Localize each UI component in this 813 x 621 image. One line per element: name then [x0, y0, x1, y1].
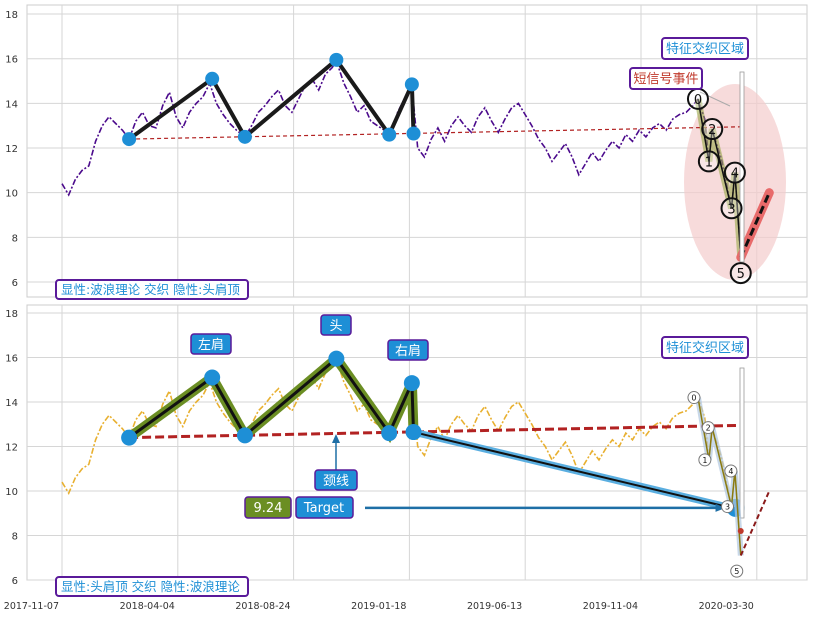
- wave-point-label: 2: [706, 424, 711, 433]
- neckline-label: 颈线: [314, 434, 358, 491]
- y-tick-label: 14: [5, 99, 18, 110]
- short-signal-label: 短信号事件: [629, 67, 703, 90]
- pattern-marker: [382, 127, 397, 142]
- head-label: 头: [320, 314, 352, 336]
- feature-zone-text-top: 特征交织区域: [666, 41, 744, 57]
- wave-point-circle: [701, 421, 715, 435]
- left-shoulder-label: 左肩: [190, 333, 232, 355]
- price-line: [61, 357, 742, 556]
- pattern-marker: [381, 425, 398, 442]
- right-shoulder-label: 右肩: [387, 339, 429, 361]
- feature-zone-label-top: 特征交织区域: [661, 37, 749, 60]
- left-shoulder-text: 左肩: [198, 337, 224, 353]
- y-tick-label: 12: [5, 443, 18, 454]
- wave-point-circle: [697, 150, 720, 173]
- wave-point-label: 1: [705, 155, 713, 170]
- pattern-marker: [121, 429, 138, 446]
- y-tick-label: 8: [12, 233, 18, 244]
- pattern-marker: [204, 369, 221, 386]
- feature-zone-label-bottom: 特征交织区域: [661, 336, 749, 359]
- pattern-marker: [237, 129, 252, 144]
- event-dot: [737, 528, 744, 535]
- target-text: Target: [303, 501, 344, 516]
- pattern-marker: [403, 375, 420, 392]
- head-text: 头: [329, 319, 342, 334]
- neckline: [129, 126, 740, 140]
- pattern-marker: [236, 427, 253, 444]
- target-value-label: 9.24: [244, 496, 292, 519]
- y-tick-label: 18: [5, 10, 18, 21]
- y-tick-label: 8: [12, 532, 18, 543]
- wave-point-circle: [729, 262, 752, 285]
- wave-point-label: 5: [737, 267, 745, 282]
- feature-zone-text-bottom: 特征交织区域: [666, 340, 744, 356]
- target-arrowhead: [715, 503, 726, 512]
- target-projection-line: [413, 431, 732, 509]
- y-tick-label: 16: [5, 354, 18, 365]
- y-tick-label: 10: [5, 189, 18, 200]
- wave-point-label: 4: [731, 167, 739, 182]
- y-tick-label: 12: [5, 144, 18, 155]
- wave-point-label: 5: [734, 567, 739, 576]
- x-tick-label: 2019-06-13: [467, 601, 522, 612]
- x-tick-label: 2018-04-04: [120, 601, 175, 612]
- x-tick-label: 2017-11-07: [4, 601, 59, 612]
- wave-point-circle: [698, 453, 712, 467]
- x-tick-label: 2019-01-18: [351, 601, 406, 612]
- pattern-marker: [329, 52, 344, 67]
- neckline-text: 颈线: [323, 474, 349, 489]
- pattern-marker: [205, 71, 220, 86]
- wave-point-label: 0: [691, 394, 696, 403]
- wave-point-label: 2: [708, 123, 716, 138]
- pattern-marker: [122, 132, 137, 147]
- target-label: Target: [295, 496, 354, 519]
- wave-point-label: 3: [727, 202, 735, 217]
- wave-point-circle: [720, 197, 743, 220]
- target-value-text: 9.24: [254, 501, 283, 516]
- caption-bottom-text: 显性:头肩顶 交织 隐性:波浪理论: [61, 579, 240, 594]
- y-tick-label: 10: [5, 487, 18, 498]
- wave-point-circle: [701, 118, 724, 141]
- caption-bottom: 显性:头肩顶 交织 隐性:波浪理论: [55, 576, 249, 597]
- wave-point-circle: [687, 391, 701, 405]
- caption-top: 显性:波浪理论 交织 隐性:头肩顶: [55, 279, 249, 300]
- right-shoulder-text: 右肩: [395, 343, 421, 359]
- pattern-marker: [404, 77, 419, 92]
- neckline: [129, 423, 740, 440]
- x-tick-label: 2018-08-24: [235, 601, 290, 612]
- wave-point-label: 3: [725, 503, 730, 512]
- wave-line: [697, 397, 742, 556]
- pattern-marker: [328, 350, 345, 367]
- pattern-marker: [405, 424, 422, 441]
- wave-point-label: 4: [728, 467, 733, 476]
- rebound-band: [736, 188, 774, 262]
- rebound-line: [739, 490, 771, 556]
- y-tick-label: 16: [5, 55, 18, 66]
- wave-point-label: 0: [694, 93, 702, 108]
- y-tick-label: 6: [12, 576, 18, 587]
- wave-point-label: 1: [702, 456, 707, 465]
- zone-marker-bar: [739, 367, 745, 519]
- short-signal-text: 短信号事件: [633, 72, 698, 87]
- caption-top-text: 显性:波浪理论 交织 隐性:头肩顶: [61, 282, 240, 297]
- x-axis: 2017-11-07 2018-04-04 2018-08-24 2019-01-18…: [4, 601, 754, 612]
- wave-point-circle: [721, 500, 735, 514]
- y-tick-label: 18: [5, 309, 18, 320]
- y-tick-label: 14: [5, 398, 18, 409]
- wave-point-circle: [723, 161, 746, 184]
- x-tick-label: 2019-11-04: [583, 601, 638, 612]
- wave-point-circle: [724, 464, 738, 478]
- wave-point-circle: [730, 564, 744, 578]
- pattern-marker: [406, 126, 421, 141]
- x-tick-label: 2020-03-30: [699, 601, 754, 612]
- y-tick-label: 6: [12, 278, 18, 289]
- short-signal-arrow: [699, 91, 731, 107]
